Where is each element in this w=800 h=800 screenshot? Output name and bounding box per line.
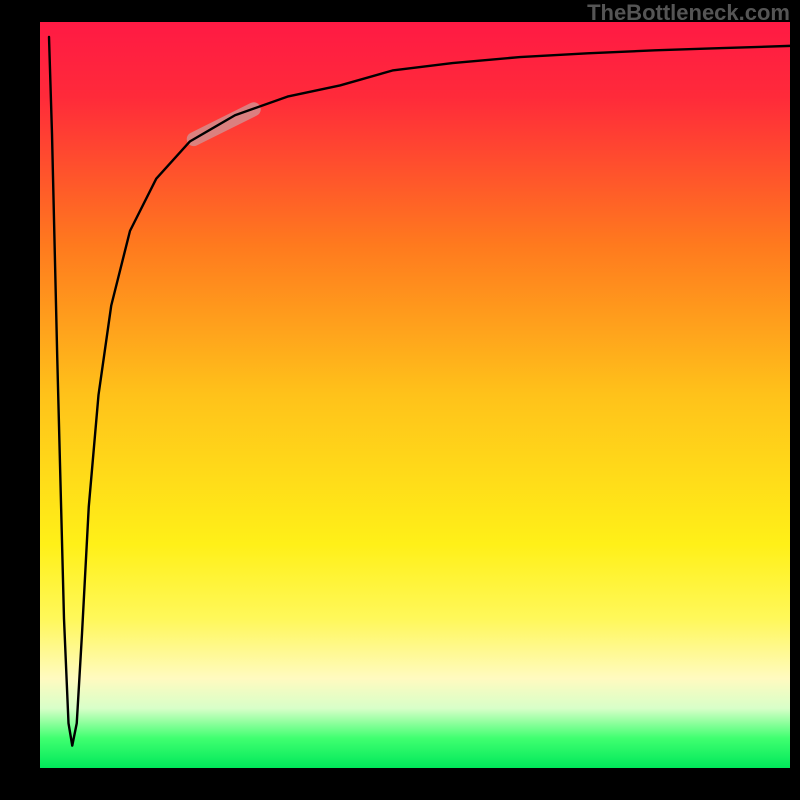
bottleneck-curve <box>49 37 790 746</box>
attribution-label: TheBottleneck.com <box>587 0 790 26</box>
chart-frame: TheBottleneck.com <box>0 0 800 800</box>
plot-area <box>40 22 790 768</box>
plot-svg <box>40 22 790 768</box>
